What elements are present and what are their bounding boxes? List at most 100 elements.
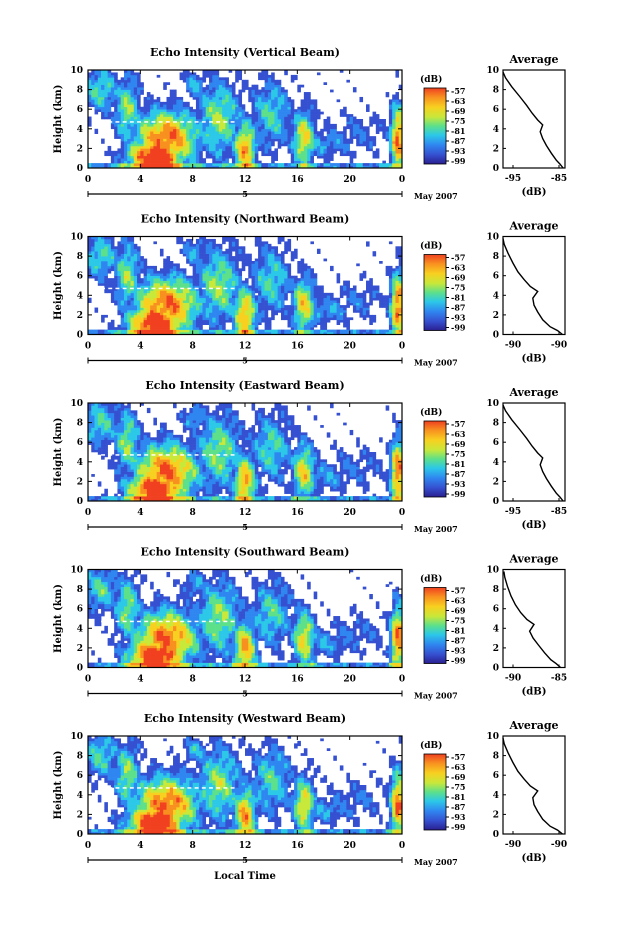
heatmap-cell	[294, 131, 298, 134]
heatmap-cell	[199, 87, 203, 90]
heatmap-cell	[202, 87, 207, 90]
heatmap-cell	[97, 92, 102, 95]
heatmap-cell	[356, 163, 360, 166]
heatmap-cell	[94, 273, 99, 276]
heatmap-cell	[195, 297, 200, 301]
heatmap-cell	[205, 246, 210, 250]
heatmap-cell	[127, 238, 131, 242]
heatmap-cell	[195, 106, 200, 110]
heatmap-cell	[398, 84, 403, 88]
heatmap-cell	[274, 121, 279, 125]
heatmap-cell	[133, 258, 138, 262]
heatmap-cell	[264, 302, 269, 306]
heatmap-cell	[300, 287, 305, 291]
heatmap-cell	[176, 121, 180, 125]
heatmap-cell	[372, 163, 377, 166]
heatmap-cell	[104, 89, 108, 93]
heatmap-cell	[153, 283, 157, 286]
heatmap-cell	[336, 148, 341, 152]
heatmap-cell	[137, 111, 141, 115]
heatmap-cell	[123, 148, 128, 152]
heatmap-cell	[192, 121, 197, 125]
heatmap-cell	[395, 148, 400, 152]
heatmap-cell	[300, 292, 305, 296]
heatmap-cell	[267, 145, 272, 149]
heatmap-cell	[290, 324, 295, 328]
heatmap-cell	[274, 109, 279, 112]
heatmap-cell	[280, 94, 285, 98]
heatmap-cell	[123, 165, 128, 169]
heatmap-cell	[123, 329, 128, 333]
heatmap-cell	[202, 145, 207, 149]
heatmap-cell	[238, 92, 243, 95]
heatmap-cell	[192, 319, 197, 323]
heatmap-cell	[110, 89, 115, 93]
heatmap-cell	[192, 131, 197, 134]
heatmap-cell	[280, 261, 285, 264]
heatmap-cell	[310, 148, 314, 152]
heatmap-cell	[209, 111, 213, 115]
heatmap-cell	[159, 121, 164, 125]
heatmap-cell	[195, 155, 200, 159]
heatmap-cell	[130, 111, 135, 115]
heatmap-cell	[333, 145, 337, 149]
heatmap-cell	[166, 317, 171, 321]
heatmap-cell	[120, 111, 125, 115]
heatmap-cell	[287, 96, 292, 100]
heatmap-cell	[110, 92, 115, 95]
heatmap-cell	[133, 305, 138, 308]
heatmap-cell	[199, 84, 203, 88]
heatmap-cell	[395, 111, 400, 115]
heatmap-cell	[120, 126, 125, 130]
heatmap-cell	[88, 261, 92, 264]
heatmap-cell	[323, 150, 328, 154]
heatmap-cell	[140, 319, 144, 323]
heatmap-cell	[182, 77, 187, 81]
heatmap-cell	[212, 123, 216, 127]
heatmap-cell	[212, 268, 216, 272]
heatmap-cell	[94, 236, 99, 240]
heatmap-cell	[225, 131, 229, 134]
heatmap-cell	[215, 319, 220, 323]
heatmap-cell	[130, 248, 135, 252]
heatmap-cell	[303, 119, 308, 122]
heatmap-cell	[195, 324, 200, 328]
heatmap-cell	[88, 116, 92, 120]
heatmap-cell	[284, 116, 288, 120]
heatmap-cell	[173, 322, 177, 325]
heatmap-cell	[209, 273, 213, 276]
heatmap-cell	[110, 82, 115, 85]
heatmap-cell	[313, 332, 318, 335]
heatmap-cell	[241, 104, 246, 108]
heatmap-cell	[297, 141, 301, 144]
heatmap-cell	[375, 123, 380, 127]
heatmap-cell	[205, 74, 210, 78]
heatmap-cell	[303, 310, 308, 313]
heatmap-cell	[123, 121, 128, 125]
heatmap-cell	[140, 290, 144, 294]
heatmap-cell	[284, 297, 288, 301]
heatmap-cell	[150, 280, 154, 284]
heatmap-cell	[225, 283, 229, 286]
heatmap-cell	[114, 163, 118, 166]
heatmap-cell	[156, 74, 161, 78]
avg-y-tick-label: 8	[493, 86, 499, 96]
heatmap-cell	[372, 150, 377, 154]
heatmap-cell	[189, 160, 193, 164]
heatmap-cell	[215, 92, 220, 95]
heatmap-cell	[114, 150, 118, 154]
heatmap-cell	[123, 251, 128, 254]
heatmap-cell	[137, 150, 141, 154]
heatmap-cell	[310, 283, 314, 286]
heatmap-cell	[143, 153, 148, 157]
heatmap-cell	[258, 329, 262, 333]
heatmap-cell	[362, 163, 367, 166]
heatmap-cell	[173, 99, 177, 103]
heatmap-cell	[267, 280, 272, 284]
heatmap-cell	[133, 89, 138, 93]
heatmap-cell	[235, 256, 239, 259]
heatmap-cell	[107, 70, 112, 73]
heatmap-cell	[130, 283, 135, 286]
heatmap-cell	[375, 126, 380, 130]
heatmap-cell	[156, 145, 161, 149]
